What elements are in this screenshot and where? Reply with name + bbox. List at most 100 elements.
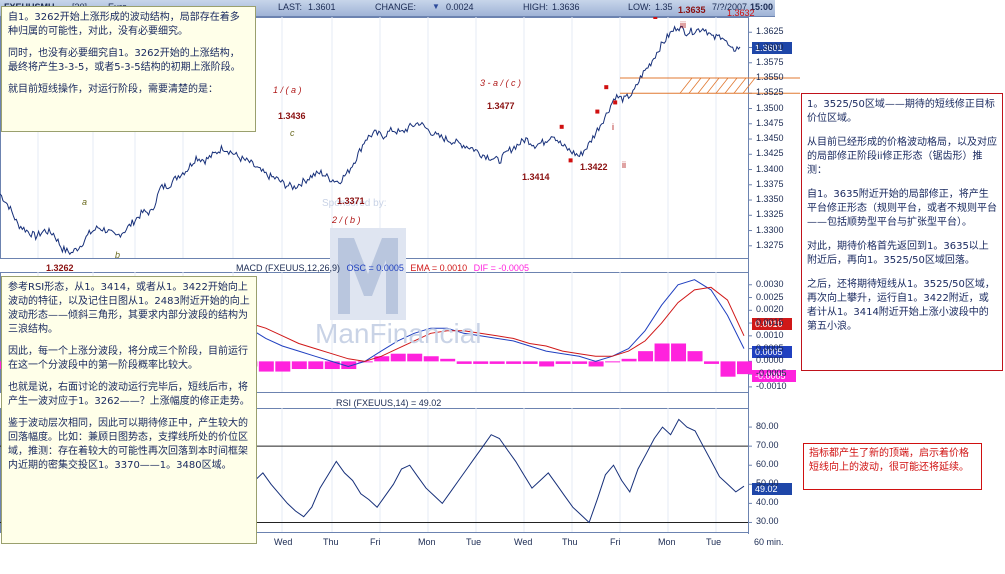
fractal-marker [568,158,573,163]
wave-label-c: c [290,128,295,138]
annotation-box-bottom: 参考RSI形态，从1。3414，或者从1。3422开始向上波动的特征，以及记住日… [1,276,257,544]
zone-hatch [724,77,738,94]
annotation-top-para-3: 就目前短线操作，对运行阶段，需要清楚的是： [8,84,218,95]
macd-histogram-bar [588,361,604,367]
fractal-marker [613,100,618,105]
price-tick-label: 1.3400 [756,163,784,174]
macd-histogram-bar [737,361,752,375]
macd-histogram-bar [456,361,472,364]
time-value: 15:00 [750,2,774,12]
rsi-tick-label: 70.00 [756,440,779,451]
annotation-right-para-5: 之后，还将期待短线从1。3525/50区域，再次向上攀升，运行自1。3422附近… [807,279,995,332]
rsi-tick-label: 50.00 [756,478,779,489]
macd-histogram-bar [720,361,736,377]
low-value: 1.35 [655,2,673,12]
wave-label-iii: iii [680,20,686,30]
macd-histogram-bar [357,361,373,363]
price-tick-label: 1.3600 [756,41,784,52]
annotation-right-para-1: 1。3525/50区域——期待的短线修正目标价位区域。 [807,99,995,124]
price-tick-label: 1.3325 [756,209,784,220]
macd-histogram-bar [671,343,687,362]
annotation-bottom-para-2: 因此，每一个上涨分波段，将分成三个阶段，目前运行在这一个分波段中的第一阶段概率比… [8,346,248,371]
zone-hatch [715,77,729,94]
macd-histogram-bar [440,358,456,362]
price-tick-label: 1.3475 [756,117,784,128]
rsi-tick-label: 80.00 [756,421,779,432]
price-label-1: 1.3262 [46,263,74,273]
time-tick-label: Mon [658,537,676,547]
zone-hatch [706,77,720,94]
macd-tick-label: 0.0000 [756,355,784,366]
annotation-right-para-2: 从目前已经形成的价格波动格局，以及对应的局部修正阶段ii修正形态（锯齿形）推测： [807,137,997,176]
time-tick-label: Thu [562,537,578,547]
price-tick-label: 1.3550 [756,72,784,82]
macd-histogram-bar [638,351,654,362]
macd-histogram-bar [555,361,571,364]
price-tick-label: 1.3275 [756,239,784,250]
annotation-note: 指标都产生了新的顶端，启示着价格短线向上的波动，很可能还将延续。 [803,443,982,490]
last-label: LAST: [278,2,303,12]
date-value: 7/?/2007 [712,2,748,12]
macd-histogram-bar [506,361,522,364]
last-value: 1.3601 [308,2,336,12]
macd-histogram-bar [374,356,390,362]
price-tick-label: 1.3625 [756,26,784,37]
price-tick-label: 1.3500 [756,102,784,113]
macd-histogram-bar [308,361,324,370]
macd-tick-label: 0.0005 [756,342,784,353]
annotation-top-para-2: 同时，也没有必要细究自1。3262开始的上涨结构，最终将产生3-3-5，或者5-… [8,48,241,73]
macd-histogram-bar [258,361,274,372]
brand-watermark: ManFinancial [315,318,482,349]
macd-dif-tag: -0.0005 [752,370,796,382]
macd-histogram-bar [687,351,703,362]
macd-histogram-bar [324,361,340,370]
macd-histogram-bar [605,361,621,363]
last-price-tag: 1.3601 [752,42,792,54]
macd-ema-label: EMA = 0.0010 [410,263,468,273]
time-tick-label: Mon [418,537,436,547]
fractal-marker [604,85,609,90]
macd-histogram-bar [473,361,489,364]
macd-histogram-bar [291,361,307,370]
time-axis: Wed Thu Fri Mon Tue Wed Thu Fri Mon Tue [0,537,800,551]
high-value: 1.3636 [552,2,580,12]
price-label-4: 1.3477 [487,101,515,111]
price-tick-label: 1.3425 [756,148,784,159]
macd-histogram-bar [423,356,439,362]
fractal-marker [595,109,600,114]
time-tick-label: Wed [514,537,533,547]
low-label: LOW: [628,2,651,12]
annotation-box-top: 自1。3262开始上涨形成的波动结构，局部存在着多种归属的可能性，对此，没有必要… [1,6,256,132]
macd-histogram-bar [539,361,555,367]
zone-hatch [679,77,693,94]
wave-label-a: a [82,197,88,207]
time-unit-label: 60 min. [754,537,784,547]
macd-histogram-bar [621,358,637,362]
macd-histogram-bar [572,361,588,364]
zone-hatch [688,77,702,94]
annotation-top-para-1: 自1。3262开始上涨形成的波动结构，局部存在着多种归属的可能性，对此，没有必要… [8,12,240,37]
macd-histogram-bar [704,361,720,364]
macd-tick-label: -0.0010 [756,380,787,391]
macd-ema-tag: 0.0010 [752,318,792,330]
wave-label-ii: ii [622,160,626,170]
wave-label-1a: 1 / ( a ) [273,85,302,95]
fractal-marker [653,15,658,19]
time-tick-label: Thu [323,537,339,547]
logo-watermark-icon [328,224,408,324]
zone-hatch [697,77,711,94]
macd-histogram-bar [390,353,406,362]
time-tick-label: Tue [706,537,722,547]
price-label-8: 1.3632 [727,8,755,18]
macd-tick-label: 0.0020 [756,304,784,315]
price-tick-label: 1.3525 [756,87,784,98]
macd-histogram-bar [407,353,423,362]
time-tick-label: Fri [610,537,621,547]
macd-title: MACD (FXEUUS,12,26,9) OSC = 0.0005 EMA =… [236,263,529,273]
price-label-5: 1.3414 [522,172,550,182]
price-series [0,25,741,256]
macd-histogram-bar [341,361,357,370]
sponsor-watermark: Sponsored by: [322,198,387,209]
macd-histogram-bar [275,361,291,372]
macd-tick-label: 0.0010 [756,329,784,340]
